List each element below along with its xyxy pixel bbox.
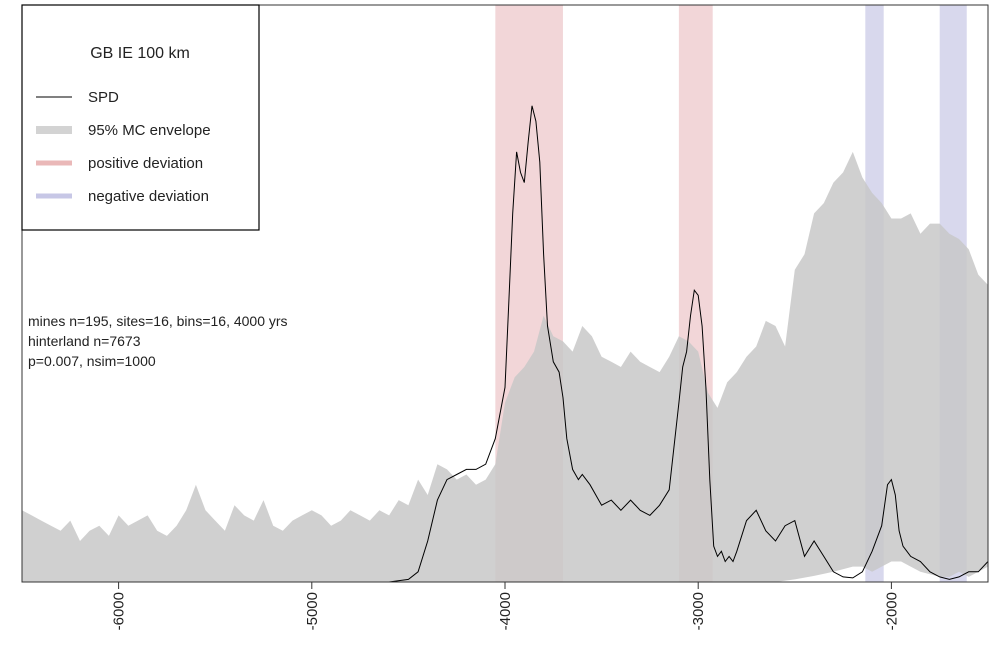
x-tick-label-3: -4000 [497,592,514,630]
mc-envelope-area [22,151,988,582]
legend-label-envelope: 95% MC envelope [88,122,211,139]
legend: GB IE 100 km SPD 95% MC envelope positiv… [21,4,260,231]
annotation-line-1: mines n=195, sites=16, bins=16, 4000 yrs [28,313,288,329]
spd-layer [22,105,989,583]
spd-line [22,105,989,583]
legend-label-positive: positive deviation [88,155,203,172]
x-tick-label-4: -3000 [690,592,707,630]
legend-title: GB IE 100 km [90,45,190,62]
legend-label-negative: negative deviation [88,188,209,205]
legend-box [21,4,260,231]
legend-label-spd: SPD [88,89,119,106]
x-tick-label-2: -5000 [304,592,321,630]
annotation-line-3: p=0.007, nsim=1000 [28,353,156,369]
mc-envelope-layer [22,151,988,582]
x-tick-label-5: -2000 [883,592,900,630]
x-axis: -6000 -5000 -4000 -3000 -2000 [111,582,900,630]
annotations: mines n=195, sites=16, bins=16, 4000 yrs… [28,313,288,369]
x-tick-label-1: -6000 [111,592,128,630]
annotation-line-2: hinterland n=7673 [28,333,141,349]
